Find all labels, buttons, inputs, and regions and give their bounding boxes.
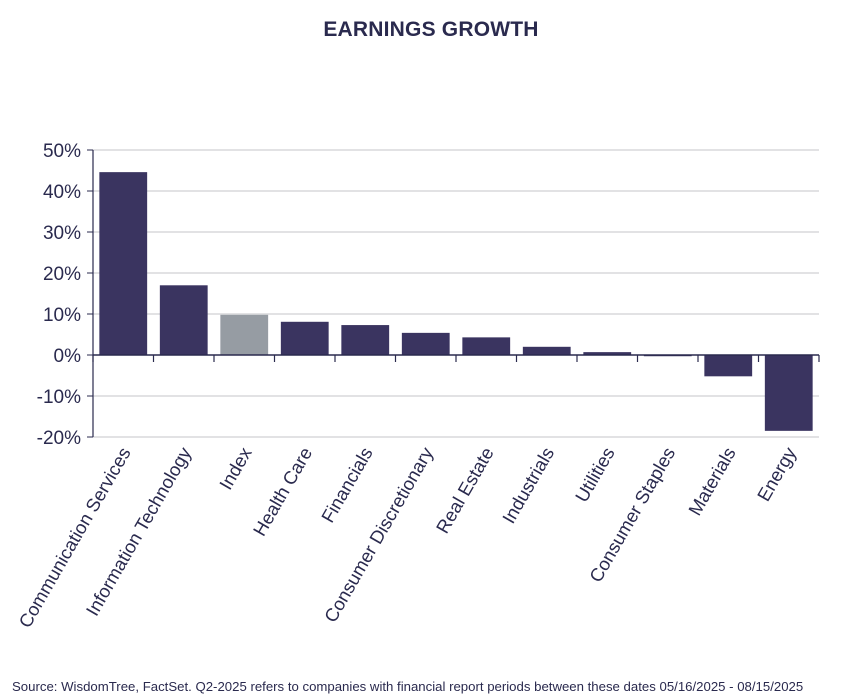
- x-tick-label: Industrials: [498, 444, 558, 528]
- x-tick-label: Financials: [317, 444, 377, 527]
- y-tick-label: 30%: [43, 223, 81, 244]
- bar: [220, 314, 269, 355]
- bar: [704, 355, 753, 377]
- x-tick-label: Energy: [753, 443, 801, 505]
- y-tick-label: 10%: [43, 305, 81, 326]
- bar: [522, 346, 571, 355]
- x-tick-label: Communication Services: [14, 444, 134, 632]
- y-tick-label: 40%: [43, 182, 81, 203]
- y-tick-label: -20%: [37, 428, 81, 449]
- y-tick-label: 50%: [43, 141, 81, 162]
- bar: [159, 285, 208, 355]
- x-tick-label: Materials: [684, 444, 740, 520]
- x-tick-label: Health Care: [249, 444, 317, 540]
- x-tick-label: Consumer Discretionary: [320, 443, 438, 626]
- bar: [764, 355, 813, 431]
- bar: [341, 325, 390, 355]
- y-tick-label: -10%: [37, 387, 81, 408]
- x-tick-label: Real Estate: [432, 444, 498, 537]
- x-tick-label: Information Technology: [82, 443, 196, 620]
- bar: [462, 337, 511, 355]
- bar: [99, 172, 148, 355]
- source-note: Source: WisdomTree, FactSet. Q2-2025 ref…: [12, 679, 804, 694]
- x-tick-label: Index: [215, 443, 256, 493]
- y-tick-label: 0%: [54, 346, 82, 367]
- bar: [401, 332, 450, 355]
- bar: [583, 352, 632, 355]
- x-tick-label: Utilities: [571, 444, 619, 506]
- bar: [280, 321, 329, 355]
- y-tick-label: 20%: [43, 264, 81, 285]
- chart-title: EARNINGS GROWTH: [323, 18, 539, 41]
